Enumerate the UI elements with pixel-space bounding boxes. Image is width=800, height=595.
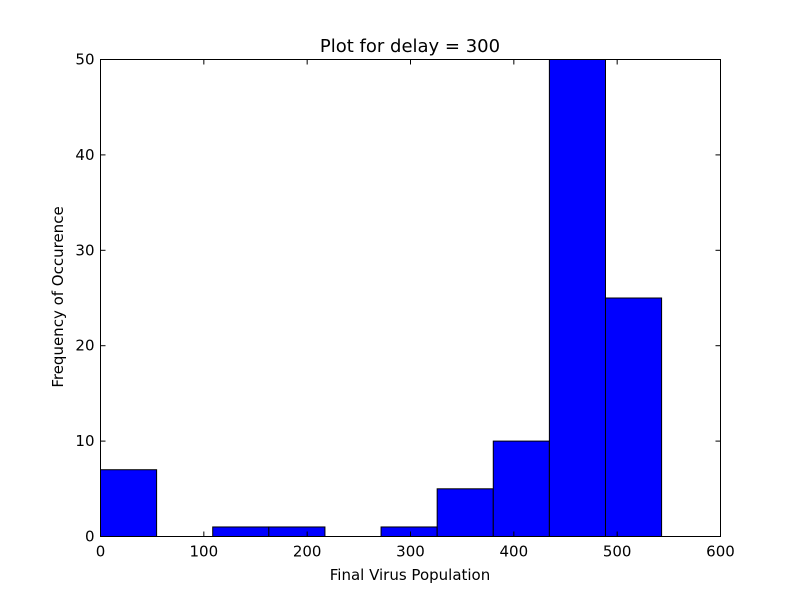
x-tick-label-200: 200 bbox=[293, 543, 322, 561]
y-tick-label-10: 10 bbox=[75, 432, 94, 450]
histogram-bar-0 bbox=[100, 469, 158, 537]
y-tick-label-30: 30 bbox=[75, 241, 94, 259]
y-tick-label-40: 40 bbox=[75, 146, 94, 164]
bars-group bbox=[100, 59, 663, 538]
y-tick-label-0: 0 bbox=[85, 528, 95, 546]
y-axis: 0 10 20 30 40 50 bbox=[75, 51, 721, 546]
histogram-bar-6 bbox=[436, 488, 494, 537]
histogram-bar-5 bbox=[380, 526, 438, 538]
x-tick-label-300: 300 bbox=[396, 543, 425, 561]
histogram-bar-3 bbox=[268, 526, 326, 538]
x-axis: 0 100 200 300 400 500 600 bbox=[96, 59, 735, 561]
histogram-bar-7 bbox=[492, 440, 550, 538]
y-tick-label-20: 20 bbox=[75, 337, 94, 355]
chart-title: Plot for delay = 300 bbox=[320, 36, 500, 57]
y-axis-label: Frequency of Occurence bbox=[49, 206, 67, 387]
x-tick-label-600: 600 bbox=[706, 543, 735, 561]
x-tick-label-400: 400 bbox=[500, 543, 529, 561]
x-axis-label: Final Virus Population bbox=[330, 566, 491, 584]
x-tick-label-500: 500 bbox=[603, 543, 632, 561]
histogram-bar-8 bbox=[548, 59, 606, 537]
histogram-bar-9 bbox=[604, 297, 663, 537]
x-tick-label-100: 100 bbox=[190, 543, 219, 561]
y-tick-label-50: 50 bbox=[75, 51, 94, 69]
x-tick-label-0: 0 bbox=[96, 543, 106, 561]
histogram-bar-2 bbox=[212, 526, 270, 538]
